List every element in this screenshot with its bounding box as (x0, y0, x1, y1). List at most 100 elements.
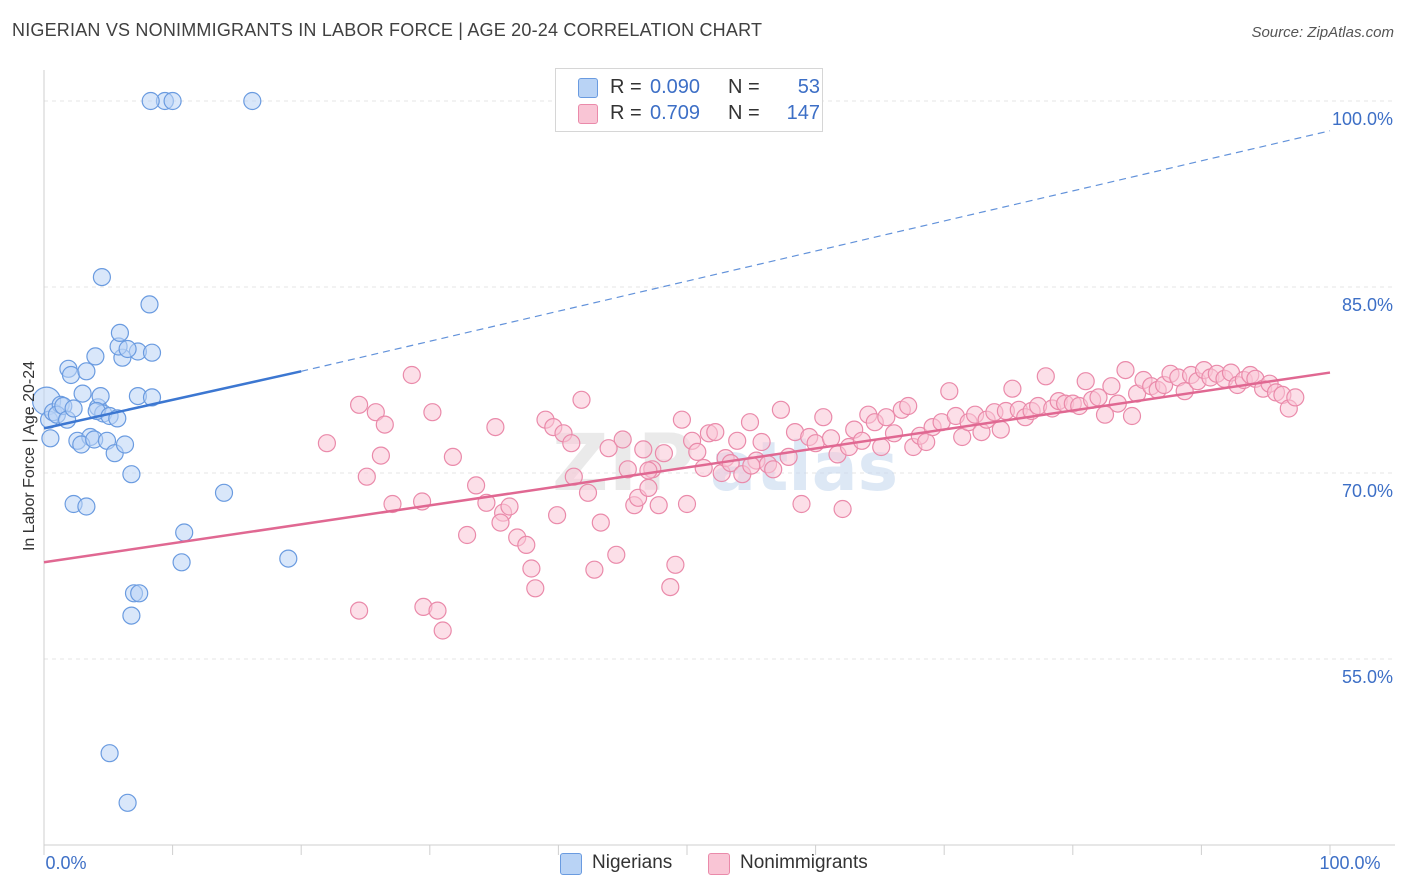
nonimmigrants-point (572, 390, 591, 409)
y-tick-label: 100.0% (1332, 109, 1393, 129)
nonimmigrants-point (1122, 406, 1142, 426)
nonimmigrants-point (672, 410, 692, 429)
nigerians-point (91, 387, 110, 406)
nigerians-point (61, 365, 81, 385)
nonimmigrants-point (366, 403, 385, 422)
nigerians-point (130, 584, 149, 603)
nonimmigrants-point (350, 601, 369, 620)
nonimmigrants-point (872, 437, 891, 457)
legend-label-nonimmigrants: Nonimmigrants (740, 852, 868, 873)
nigerians-point (214, 483, 234, 502)
nonimmigrants-point (618, 460, 637, 479)
trend-lines (43, 130, 1331, 564)
nigerians-swatch (578, 78, 598, 98)
r-label: R = (610, 76, 642, 98)
y-tick-label: 85.0% (1342, 295, 1393, 315)
nonimmigrants-point (877, 408, 896, 427)
nonimmigrants-point (752, 432, 771, 452)
n-value: 147 (786, 102, 820, 124)
series-nonimmigrants (317, 361, 1305, 640)
nonimmigrants-point (547, 506, 567, 525)
y-tick-label: 55.0% (1342, 667, 1393, 687)
nigerians-point (243, 91, 262, 111)
x-tick-label: 100.0% (1319, 853, 1380, 873)
r-label: R = (610, 102, 642, 124)
nonimmigrants-point (940, 382, 959, 401)
r-value: 0.709 (650, 102, 701, 124)
n-label: N = (728, 102, 760, 124)
nigerians-point (279, 549, 298, 568)
nonimmigrants-point (639, 478, 658, 497)
nonimmigrants-point (578, 483, 598, 502)
nonimmigrants-point (526, 579, 545, 598)
nigerians-point (142, 388, 162, 407)
nonimmigrants-point (1102, 377, 1121, 396)
nonimmigrants-point (428, 601, 447, 620)
nonimmigrants-point (599, 439, 618, 458)
nigerians-point (100, 744, 119, 763)
nonimmigrants-point (706, 423, 725, 442)
nigerians-point (172, 553, 191, 572)
nigerians-point (64, 399, 83, 418)
correlation-stats-box: R = 0.090 N = 53 R = 0.709 N = 147 (555, 68, 823, 132)
nonimmigrants-point (1286, 388, 1305, 407)
nonimmigrants-point (591, 513, 610, 532)
chart-legend: Nigerians Nonimmigrants (0, 852, 1406, 878)
nonimmigrants-point (634, 440, 653, 459)
nonimmigrants-point (458, 525, 477, 545)
nigerians-point (122, 606, 141, 625)
nigerians-point (142, 343, 162, 362)
nonimmigrants-point (639, 461, 658, 480)
nonimmigrants-point (694, 458, 713, 478)
nonimmigrants-point (991, 420, 1010, 439)
y-tick-label: 70.0% (1342, 481, 1393, 501)
nigerians-point (77, 497, 96, 516)
nigerians-point (140, 295, 159, 314)
nigerians-point (77, 362, 96, 381)
axes (43, 70, 1395, 846)
nonimmigrants-point (433, 621, 452, 640)
nonimmigrants-point (1003, 379, 1022, 398)
legend-swatch-nigerians (560, 853, 582, 875)
nonimmigrants-point (677, 494, 697, 514)
nonimmigrants-point (350, 395, 369, 414)
nigerians-trend-extension (301, 130, 1331, 372)
nonimmigrants-point (585, 560, 604, 579)
series-nigerians (31, 91, 298, 812)
nigerians-point (118, 793, 137, 812)
nonimmigrants-point (371, 446, 390, 465)
nigerians-point (73, 384, 92, 403)
nonimmigrants-point (491, 513, 510, 532)
nonimmigrants-trend-line (43, 371, 1331, 564)
nonimmigrants-point (443, 447, 462, 466)
nonimmigrants-point (899, 396, 918, 416)
nonimmigrants-point (833, 499, 852, 519)
nigerians-point (163, 91, 182, 111)
nigerians-point (110, 323, 130, 342)
axis-ticks (43, 845, 1331, 855)
nonimmigrants-point (792, 494, 811, 514)
r-value: 0.090 (650, 76, 701, 98)
nigerians-point (175, 523, 194, 542)
nonimmigrants-point (522, 559, 541, 578)
nonimmigrants-point (423, 403, 442, 422)
nigerians-point (122, 465, 141, 484)
nonimmigrants-point (1036, 367, 1055, 386)
nonimmigrants-point (1116, 361, 1135, 380)
legend-label-nigerians: Nigerians (592, 852, 673, 873)
nigerians-point (41, 429, 60, 448)
nigerians-point (92, 268, 112, 287)
nonimmigrants-point (661, 577, 680, 597)
nigerians-point (118, 339, 137, 359)
chart-title: NIGERIAN VS NONIMMIGRANTS IN LABOR FORCE… (12, 20, 763, 40)
series-points (31, 91, 1305, 812)
nigerians-trend-line (43, 370, 302, 430)
nonimmigrants-point (517, 535, 536, 555)
nonimmigrants-point (486, 418, 505, 437)
nonimmigrants-point (607, 545, 626, 564)
nonimmigrants-point (467, 476, 486, 495)
nonimmigrants-swatch (578, 104, 598, 124)
nonimmigrants-point (402, 365, 421, 385)
nonimmigrants-point (654, 444, 674, 463)
